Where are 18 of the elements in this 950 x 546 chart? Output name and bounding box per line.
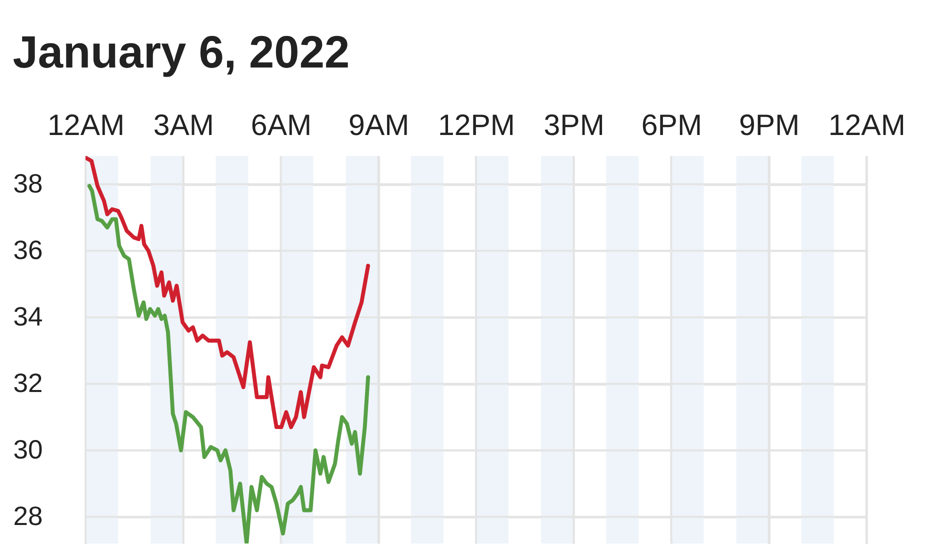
chart-title: January 6, 2022 [12, 26, 350, 78]
x-tick-label: 9PM [738, 108, 800, 142]
x-tick-label: 12PM [438, 108, 516, 142]
y-tick-label: 30 [13, 434, 43, 465]
x-tick-label: 6AM [250, 108, 312, 142]
x-tick-label: 9AM [348, 108, 410, 142]
y-tick-label: 32 [13, 368, 43, 398]
y-tick-label: 36 [13, 235, 43, 266]
x-tick-label: 3PM [544, 108, 604, 142]
x-tick-label: 12AM [48, 108, 125, 142]
x-tick-label: 3AM [153, 108, 214, 142]
x-tick-label: 12AM [828, 108, 906, 142]
x-tick-label: 6PM [641, 108, 702, 142]
line-series [86, 156, 370, 430]
y-tick-label: 38 [13, 168, 43, 199]
y-tick-label: 34 [13, 302, 43, 332]
line-series [87, 184, 370, 544]
y-tick-label: 28 [13, 501, 43, 532]
